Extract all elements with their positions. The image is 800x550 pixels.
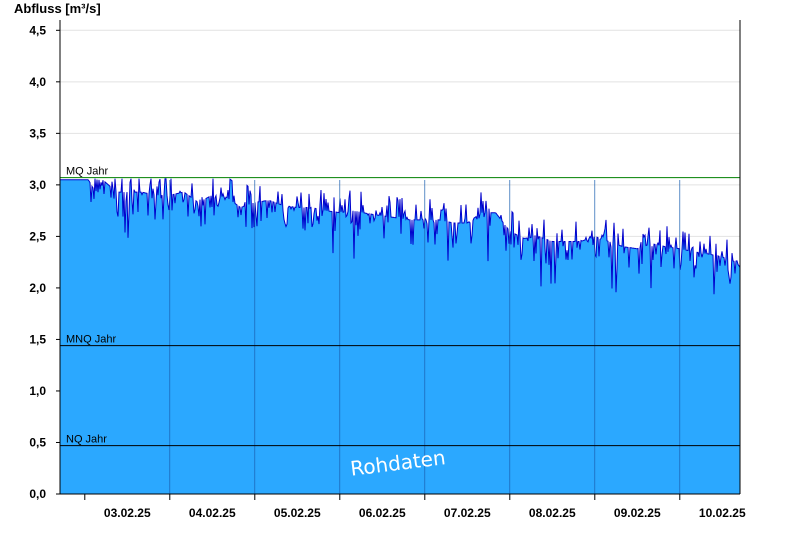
discharge-series-line [60,178,741,295]
y-axis-ticks: 0,0 0,5 1,0 1,5 2,0 2,5 3,0 3,5 4,0 4,5 [29,23,60,501]
x-tick-label-1: 04.02.25 [189,506,236,520]
y-tick-label-5: 2,5 [29,229,46,243]
ref-label-1: MNQ Jahr [66,334,116,346]
y-tick-label-3: 1,5 [29,332,46,346]
x-tick-label-3: 06.02.25 [359,506,406,520]
discharge-area [60,178,740,494]
y-tick-label-1: 0,5 [29,435,46,449]
y-tick-label-9: 4,5 [29,23,46,37]
x-tick-label-6: 09.02.25 [614,506,661,520]
y-tick-label-2: 1,0 [29,384,46,398]
x-tick-label-0: 03.02.25 [104,506,151,520]
ref-label-2: NQ Jahr [66,434,107,446]
ref-label-0: MQ Jahr [66,166,109,178]
y-tick-label-7: 3,5 [29,126,46,140]
x-axis-ticks: 03.02.25 04.02.25 05.02.25 06.02.25 07.02.25… [104,506,746,520]
axes [59,20,741,495]
y-tick-label-6: 3,0 [29,178,46,192]
x-tick-label-7: 10.02.25 [699,506,746,520]
x-tick-label-4: 07.02.25 [444,506,491,520]
y-axis-label: Abfluss [m³/s] [14,1,101,16]
y-tick-label-8: 4,0 [29,75,46,89]
reference-lines: MQ Jahr MNQ Jahr NQ Jahr [60,166,740,447]
y-tick-label-0: 0,0 [29,487,46,501]
x-tick-label-5: 08.02.25 [529,506,576,520]
x-tick-label-2: 05.02.25 [274,506,321,520]
y-tick-label-4: 2,0 [29,281,46,295]
day-separator-lines [84,180,681,500]
